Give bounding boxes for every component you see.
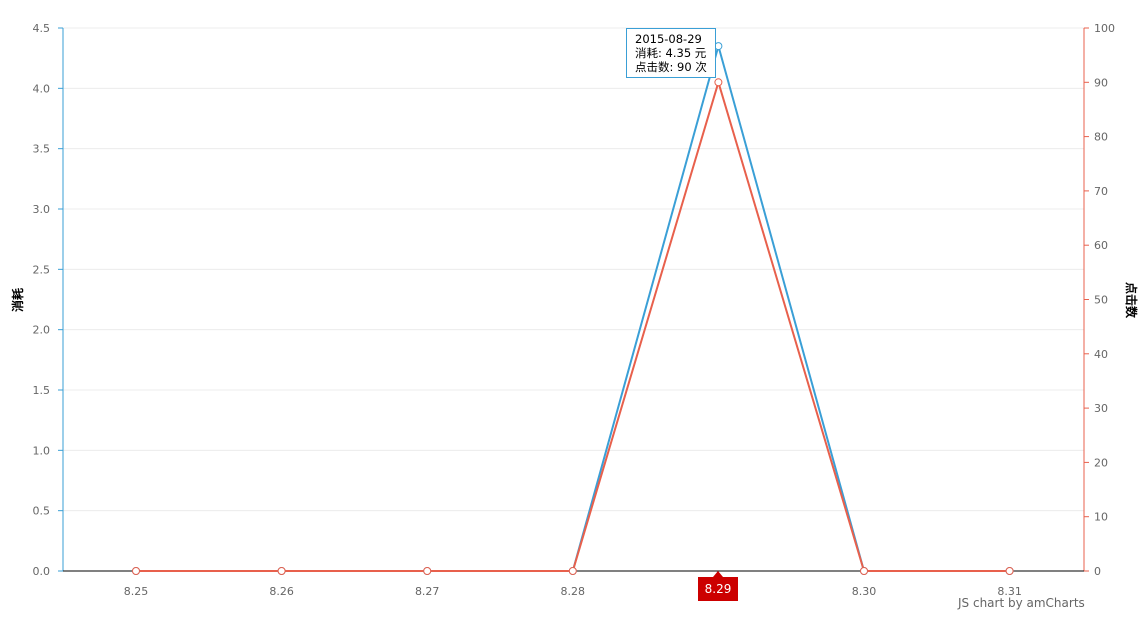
x-axis-tick-label: 8.26 bbox=[269, 585, 294, 598]
tooltip-date: 2015-08-29 bbox=[635, 32, 702, 46]
series-line-clicks bbox=[136, 78, 1010, 572]
right-axis-tick-label: 60 bbox=[1094, 239, 1108, 252]
right-axis-tick-label: 10 bbox=[1094, 511, 1108, 524]
left-axis-tick-label: 3.5 bbox=[33, 143, 51, 156]
right-axis-tick-label: 90 bbox=[1094, 76, 1108, 89]
series-line-cost bbox=[136, 42, 1010, 572]
left-axis-tick-label: 4.0 bbox=[33, 82, 51, 95]
right-axis-tick-label: 70 bbox=[1094, 185, 1108, 198]
left-axis-tick-label: 2.5 bbox=[33, 263, 51, 276]
chart-tooltip: 2015-08-29 消耗: 4.35 元 点击数: 90 次 bbox=[626, 28, 716, 78]
tooltip-cost: 消耗: 4.35 元 bbox=[635, 46, 707, 60]
amcharts-credit[interactable]: JS chart by amCharts bbox=[958, 596, 1085, 610]
tooltip-clicks: 点击数: 90 次 bbox=[635, 60, 707, 74]
x-axis-tick-label: 8.25 bbox=[124, 585, 149, 598]
right-axis-tick-label: 20 bbox=[1094, 456, 1108, 469]
x-axis-tick-label: 8.30 bbox=[852, 585, 877, 598]
data-point-clicks bbox=[860, 567, 868, 575]
data-point-clicks bbox=[277, 567, 286, 575]
left-axis-tick-label: 0.0 bbox=[33, 565, 51, 578]
cursor-label-arrow bbox=[713, 571, 723, 577]
x-axis-tick-label: 8.31 bbox=[997, 585, 1022, 598]
left-axis-title: 消耗 bbox=[10, 288, 25, 312]
cursor-category-label: 8.29 bbox=[698, 577, 738, 601]
data-point-clicks bbox=[568, 567, 577, 575]
data-point-clicks bbox=[714, 78, 723, 87]
left-axis-tick-label: 1.5 bbox=[33, 384, 51, 397]
right-axis-tick-label: 100 bbox=[1094, 22, 1115, 35]
data-point-clicks bbox=[1005, 567, 1014, 575]
right-axis-tick-label: 80 bbox=[1094, 131, 1108, 144]
data-point-clicks bbox=[132, 567, 140, 575]
left-axis-tick-label: 0.5 bbox=[33, 505, 51, 518]
right-axis-tick-label: 0 bbox=[1094, 565, 1101, 578]
right-axis-title: 点击数 bbox=[1124, 282, 1139, 319]
left-axis-tick-label: 4.5 bbox=[33, 22, 51, 35]
data-point-clicks bbox=[423, 567, 432, 575]
left-axis-tick-label: 3.0 bbox=[33, 203, 51, 216]
right-axis-tick-label: 40 bbox=[1094, 348, 1108, 361]
x-axis-tick-label: 8.28 bbox=[561, 585, 586, 598]
data-point-cost bbox=[714, 42, 723, 51]
left-axis-tick-label: 2.0 bbox=[33, 324, 51, 337]
right-axis-tick-label: 30 bbox=[1094, 402, 1108, 415]
left-axis-tick-label: 1.0 bbox=[33, 444, 51, 457]
right-axis-tick-label: 50 bbox=[1094, 294, 1108, 307]
x-axis-tick-label: 8.27 bbox=[415, 585, 440, 598]
